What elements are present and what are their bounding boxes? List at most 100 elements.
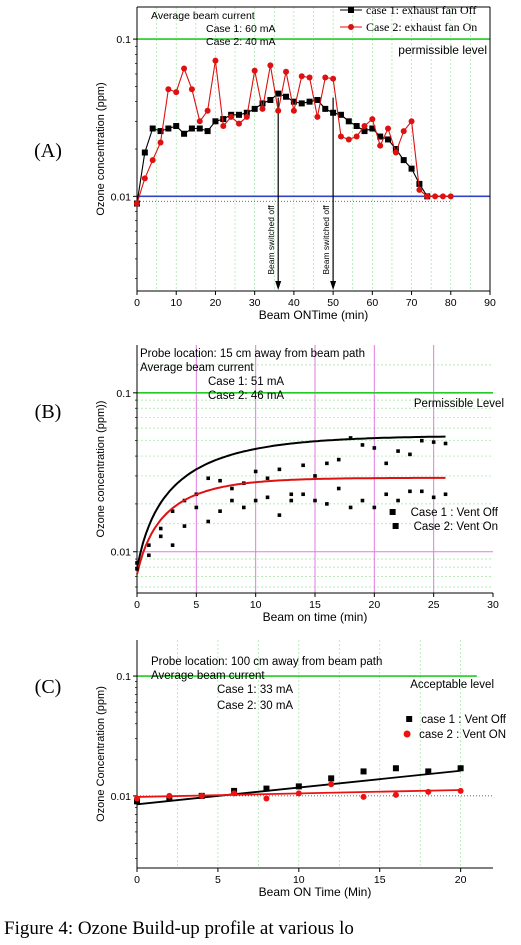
data-point: [134, 200, 140, 207]
data-point: [204, 128, 211, 135]
fit-curve: [136, 435, 446, 570]
data-point: [336, 457, 341, 462]
legend-marker: [403, 730, 411, 738]
reference-line-label: permissible level: [398, 43, 487, 57]
data-point: [360, 793, 367, 800]
data-point: [392, 146, 399, 152]
data-point: [360, 443, 365, 447]
data-point: [384, 461, 388, 466]
annotation-text: Probe location: 100 cm away from beam pa…: [151, 656, 382, 668]
data-point: [267, 62, 274, 69]
data-point: [360, 768, 367, 775]
y-tick-label: 0.01: [111, 791, 132, 803]
data-point: [253, 469, 258, 474]
x-tick-label: 20: [210, 297, 222, 309]
annotation-text: Case 1: 51 mA: [208, 376, 284, 388]
data-point: [408, 489, 412, 494]
data-point: [348, 436, 353, 440]
data-point: [231, 790, 238, 797]
data-point: [196, 125, 203, 132]
annotation-text: Average beam current: [151, 670, 265, 682]
x-tick-label: 0: [134, 874, 140, 886]
data-point: [314, 96, 321, 103]
x-tick-label: 50: [327, 297, 339, 309]
data-point: [251, 105, 258, 112]
data-point: [424, 193, 431, 200]
data-point: [253, 498, 258, 503]
data-point: [243, 113, 250, 120]
data-point: [330, 109, 337, 116]
data-point: [372, 446, 377, 450]
data-point: [420, 489, 424, 494]
figure-caption: Figure 4: Ozone Build-up profile at vari…: [4, 918, 354, 939]
data-point: [301, 463, 305, 468]
data-point: [277, 513, 282, 517]
data-point: [218, 478, 222, 483]
data-point: [259, 100, 266, 107]
data-point: [392, 791, 399, 798]
data-point: [149, 157, 156, 164]
data-point: [283, 93, 290, 100]
legend-label: Case 1 : Vent Off: [411, 507, 499, 519]
data-point: [170, 509, 175, 513]
data-point: [348, 505, 353, 510]
data-point: [314, 113, 321, 120]
data-point: [194, 505, 199, 510]
data-point: [158, 534, 163, 539]
data-point: [431, 495, 436, 500]
y-axis-label: Ozone concentration (ppm): [95, 82, 107, 215]
annotation-text: Case 2: 40 mA: [206, 36, 275, 48]
data-point: [298, 73, 305, 80]
x-tick-label: 10: [170, 297, 182, 309]
x-tick-label: 10: [250, 599, 262, 611]
data-point: [204, 107, 211, 114]
panel-label: (B): [35, 401, 62, 423]
data-point: [173, 89, 180, 96]
data-point: [369, 116, 376, 123]
data-point: [263, 795, 270, 802]
x-tick-label: 20: [455, 874, 467, 886]
data-point: [134, 795, 140, 802]
legend-marker: [392, 523, 399, 529]
data-point: [396, 449, 400, 453]
legend-marker: [348, 24, 354, 30]
data-point: [188, 86, 195, 93]
annotation-text: Probe location: 15 cm away from beam pat…: [140, 348, 365, 360]
data-point: [345, 136, 352, 143]
data-point: [345, 118, 352, 125]
data-point: [295, 783, 302, 790]
data-point: [457, 765, 464, 772]
data-point: [408, 452, 412, 457]
x-tick-label: 0: [134, 599, 140, 611]
data-point: [443, 492, 448, 497]
data-point: [251, 67, 258, 74]
data-point: [265, 476, 270, 481]
data-point: [212, 57, 219, 64]
data-point: [198, 792, 205, 799]
data-point: [220, 116, 227, 123]
y-axis-label: Ozone concentration (ppm)): [95, 401, 107, 538]
legend-marker: [389, 509, 396, 515]
data-point: [212, 118, 219, 125]
data-point: [322, 105, 329, 112]
data-point: [377, 142, 384, 149]
data-point: [360, 498, 365, 503]
data-point: [188, 125, 195, 132]
data-point: [141, 149, 148, 156]
data-point: [290, 98, 297, 105]
data-point: [275, 90, 282, 97]
x-tick-label: 80: [445, 297, 457, 309]
y-tick-label: 0.01: [111, 191, 132, 203]
legend-label: Case 2: exhaust fan On: [366, 20, 477, 34]
data-point: [328, 781, 335, 788]
data-point: [196, 118, 203, 125]
data-point: [235, 111, 242, 118]
data-point: [325, 502, 329, 506]
legend-marker: [348, 7, 354, 13]
data-point: [325, 461, 329, 466]
data-point: [369, 125, 376, 132]
annotation-text: Case 2: 46 mA: [208, 390, 284, 402]
panel-label: (A): [34, 140, 62, 162]
data-point: [337, 133, 344, 140]
